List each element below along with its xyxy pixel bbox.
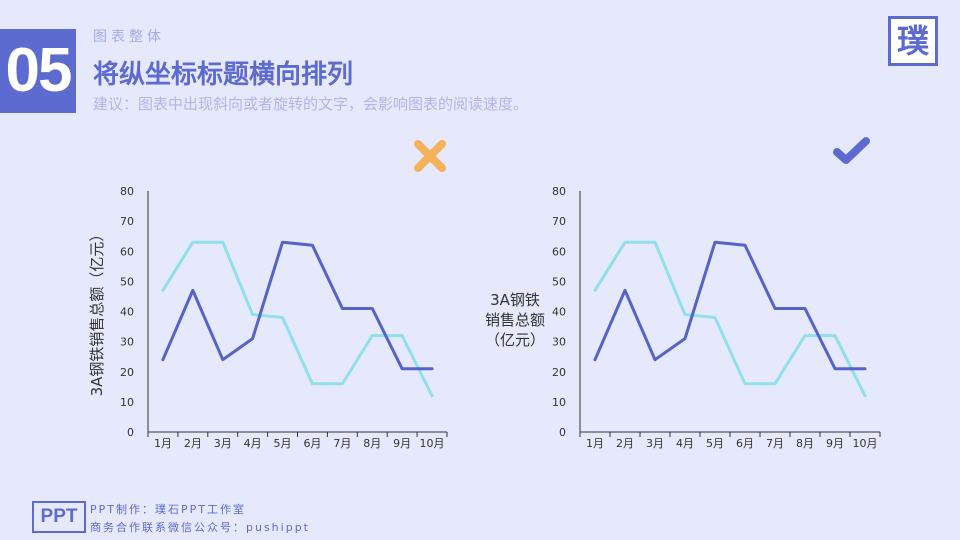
- chart-1-y-tick-label: 30: [120, 336, 134, 349]
- chart-2-y-tick-label: 70: [552, 215, 566, 228]
- chart-1-y-tick-label: 70: [120, 215, 134, 228]
- brand-logo: 璞: [888, 16, 938, 66]
- chart-2-y-tick-label: 80: [552, 185, 566, 198]
- chart-2-x-tick-label: 10月: [853, 437, 878, 450]
- chart-2-ylabel-line: 销售总额: [484, 311, 545, 329]
- chart-2-ylabel-line: 3A钢铁: [490, 291, 540, 309]
- chart-2-x-tick-label: 7月: [766, 437, 784, 450]
- chart-2-y-tick-label: 0: [559, 426, 566, 439]
- chart-1-x-tick-label: 9月: [393, 437, 411, 450]
- chart-1-y-tick-label: 10: [120, 396, 134, 409]
- chart-2-x-tick-label: 5月: [706, 437, 724, 450]
- chart-1-x-tick-label: 5月: [274, 437, 292, 450]
- chart-2-y-tick-label: 40: [552, 306, 566, 319]
- chart-1-x-tick-label: 3月: [214, 437, 232, 450]
- chart-1-ylabel: 3A钢铁销售总额（亿元）: [88, 227, 106, 397]
- page-title: 将纵坐标标题横向排列: [93, 60, 354, 90]
- chart-2-x-tick-label: 4月: [676, 437, 694, 450]
- section-label: 图表整体: [93, 29, 165, 45]
- chart-2-x-tick-label: 2月: [616, 437, 634, 450]
- chart-2-series-2-line: [593, 240, 867, 398]
- chart-1-y-tick-label: 20: [120, 366, 134, 379]
- chart-2-x-tick-label: 8月: [796, 437, 814, 450]
- chart-2-x-tick-label: 1月: [586, 437, 604, 450]
- chart-1-y-tick-label: 50: [120, 275, 134, 288]
- chart-2-x-tick-label: 3月: [646, 437, 664, 450]
- chart-2-y-tick-label: 30: [552, 336, 566, 349]
- footer-credit: PPT制作：璞石PPT工作室: [90, 503, 246, 516]
- chart-1-x-tick-label: 2月: [184, 437, 202, 450]
- page-subtitle: 建议：图表中出现斜向或者旋转的文字，会影响图表的阅读速度。: [93, 95, 529, 113]
- chart-1-y-tick-label: 0: [127, 426, 134, 439]
- chart-2-x-tick-label: 9月: [826, 437, 844, 450]
- chart-1-y-tick-label: 80: [120, 185, 134, 198]
- chart-1-x-tick-label: 1月: [154, 437, 172, 450]
- chart-1-series-2-line: [161, 240, 434, 398]
- chart-1-x-tick-label: 4月: [244, 437, 262, 450]
- chart-1-y-tick-label: 60: [120, 245, 134, 258]
- chart-1-y-tick-label: 40: [120, 306, 134, 319]
- chart-2-y-tick-label: 20: [552, 366, 566, 379]
- chart-1-x-tick-label: 7月: [333, 437, 351, 450]
- footer-badge: PPT: [32, 501, 86, 533]
- chart-2-y-tick-label: 50: [552, 275, 566, 288]
- chart-2-y-tick-label: 60: [552, 245, 566, 258]
- chart-2-series-1-line: [593, 240, 867, 371]
- cross-icon: [414, 140, 446, 172]
- chart-1-series-1-line: [161, 240, 434, 371]
- chart-2-y-tick-label: 10: [552, 396, 566, 409]
- footer-contact: 商务合作联系微信公众号：pushippt: [90, 521, 310, 534]
- chart-2-x-tick-label: 6月: [736, 437, 754, 450]
- chart-1-x-tick-label: 6月: [303, 437, 321, 450]
- chart-2-ylabel: 3A钢铁 销售总额 （亿元）: [470, 290, 560, 350]
- section-number: 05: [0, 29, 76, 113]
- chart-1-x-tick-label: 10月: [420, 437, 445, 450]
- check-icon: [833, 137, 870, 164]
- chart-1-x-tick-label: 8月: [363, 437, 381, 450]
- chart-2-ylabel-line: （亿元）: [484, 331, 545, 349]
